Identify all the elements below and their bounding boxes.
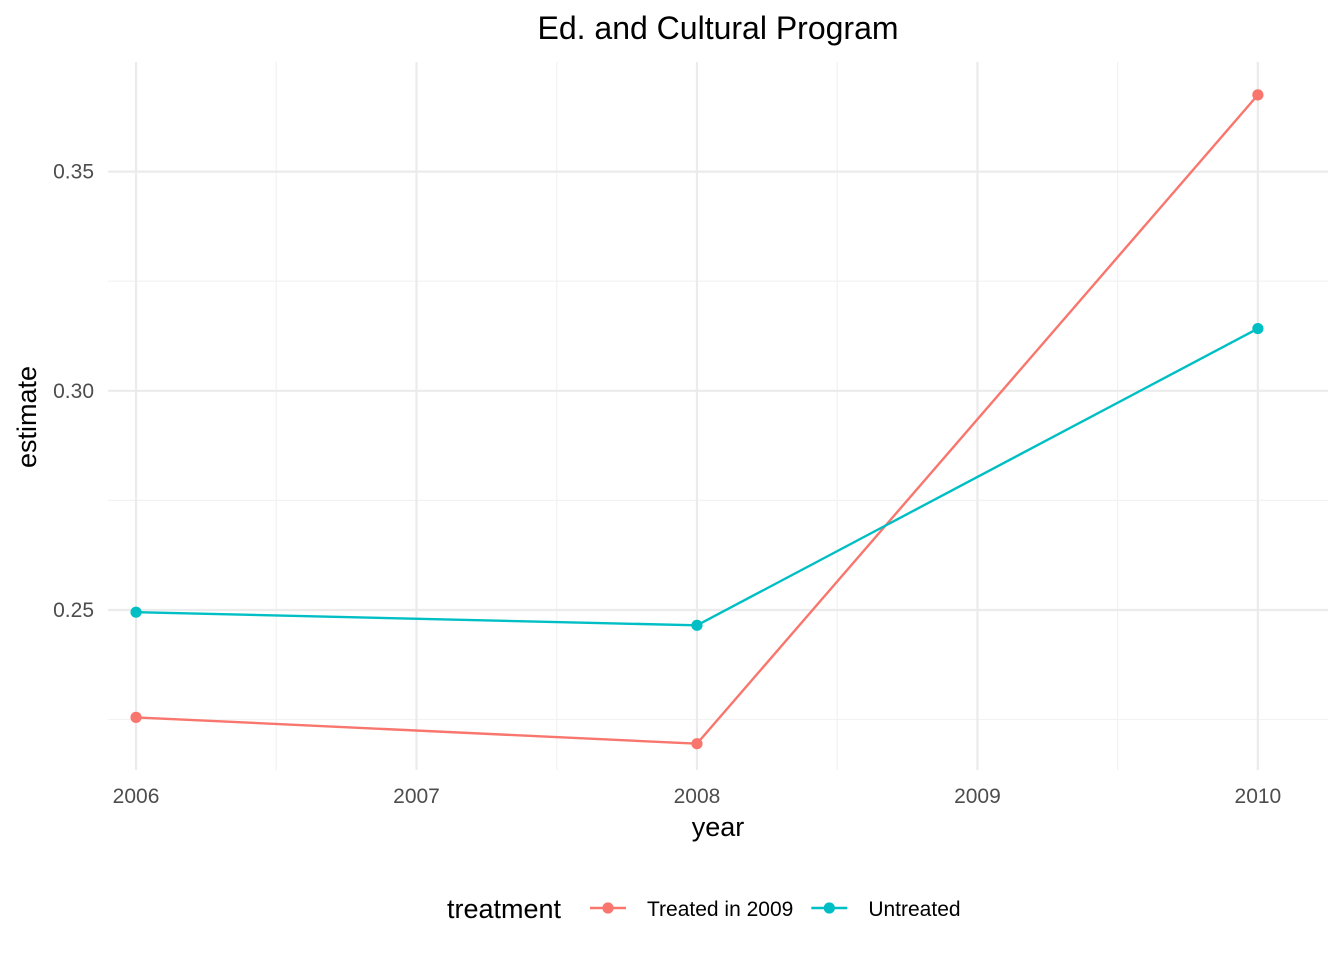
x-tick-label: 2009 [954, 785, 1001, 808]
legend: treatment Treated in 2009 Untreated [447, 894, 961, 924]
x-axis-title: year [692, 812, 745, 842]
chart-title: Ed. and Cultural Program [537, 10, 898, 46]
y-axis-ticks: 0.25 0.30 0.35 [53, 161, 94, 622]
x-tick-label: 2007 [393, 785, 440, 808]
legend-key-point [602, 902, 614, 914]
legend-item-treated-in-2009: Treated in 2009 [590, 898, 793, 921]
legend-label: Treated in 2009 [647, 898, 793, 921]
data-point-treated-in-2009 [691, 738, 703, 750]
x-tick-label: 2006 [113, 785, 160, 808]
legend-title: treatment [447, 894, 562, 924]
y-axis-title: estimate [12, 366, 42, 468]
x-tick-label: 2010 [1235, 785, 1282, 808]
data-point-untreated [1252, 322, 1264, 335]
legend-label: Untreated [868, 898, 960, 921]
x-axis-ticks: 2006 2007 2008 2009 2010 [113, 785, 1282, 808]
data-point-untreated [130, 606, 142, 618]
legend-item-untreated: Untreated [811, 898, 961, 921]
data-point-treated-in-2009 [130, 711, 142, 723]
y-tick-label: 0.25 [53, 599, 94, 622]
grid [108, 62, 1328, 770]
points-layer [130, 89, 1264, 750]
y-tick-label: 0.30 [53, 380, 94, 403]
data-point-treated-in-2009 [1252, 89, 1264, 101]
x-tick-label: 2008 [674, 785, 721, 808]
legend-items: Treated in 2009 Untreated [590, 898, 961, 921]
y-tick-label: 0.35 [53, 161, 94, 184]
legend-key-point [823, 902, 835, 914]
data-point-untreated [691, 619, 703, 631]
